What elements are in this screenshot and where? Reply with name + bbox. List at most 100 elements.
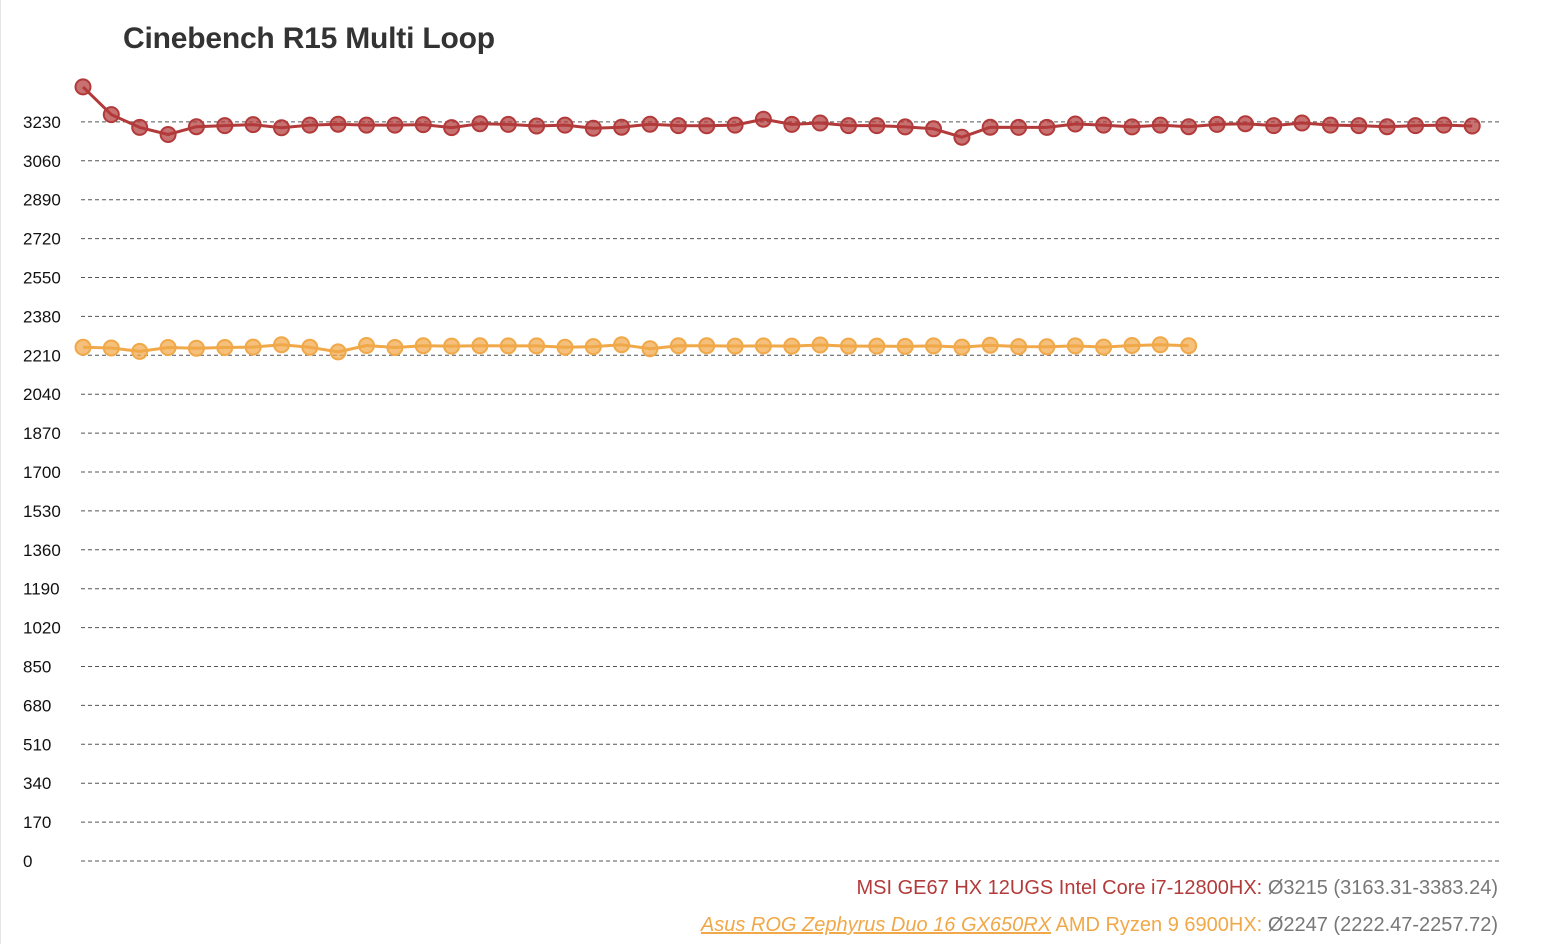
y-axis-ticks: 0 170 340 510 680 850 1020 1190 1360 1530 1700 1870… bbox=[23, 113, 61, 871]
y-tick-label-2890: 2890 bbox=[23, 191, 61, 210]
data-point-s0-17 bbox=[556, 116, 574, 134]
data-point-s1-30 bbox=[925, 337, 942, 355]
data-point-s1-39 bbox=[1180, 337, 1198, 355]
data-point-s1-10 bbox=[358, 337, 375, 354]
data-point-s1-3 bbox=[159, 339, 177, 356]
data-point-s0-22 bbox=[698, 117, 716, 135]
series-line-0 bbox=[81, 85, 1473, 139]
data-point-s0-15 bbox=[499, 115, 517, 133]
y-tick-label-3060: 3060 bbox=[23, 152, 61, 171]
legend-series-name-msi: MSI GE67 HX 12UGS Intel Core i7-12800HX: bbox=[856, 877, 1263, 899]
data-point-s1-28 bbox=[868, 337, 886, 355]
data-point-s1-38 bbox=[1151, 336, 1169, 354]
data-point-s1-34 bbox=[1038, 338, 1056, 356]
y-tick-label-1020: 1020 bbox=[23, 619, 61, 638]
chart-title: Cinebench R15 Multi Loop bbox=[123, 22, 495, 55]
data-point-s0-11 bbox=[386, 116, 404, 134]
data-point-s0-7 bbox=[273, 119, 290, 137]
data-point-s1-4 bbox=[187, 339, 205, 357]
data-point-s1-19 bbox=[613, 336, 631, 354]
data-point-s1-17 bbox=[556, 338, 574, 356]
data-point-s0-30 bbox=[925, 120, 942, 138]
data-point-s0-40 bbox=[1208, 115, 1226, 133]
y-tick-label-170: 170 bbox=[23, 813, 51, 832]
data-point-s0-41 bbox=[1236, 115, 1254, 133]
data-point-s1-13 bbox=[443, 337, 461, 355]
data-point-s0-47 bbox=[1407, 117, 1424, 135]
data-point-s0-44 bbox=[1321, 116, 1339, 134]
y-tick-label-850: 850 bbox=[23, 658, 51, 677]
series-layer bbox=[74, 78, 1481, 361]
series-line-1 bbox=[82, 343, 1189, 354]
data-point-s1-32 bbox=[981, 336, 999, 354]
data-point-s0-46 bbox=[1378, 118, 1396, 136]
data-point-s1-8 bbox=[301, 338, 319, 356]
data-point-s0-6 bbox=[244, 116, 262, 134]
data-point-s1-23 bbox=[726, 337, 744, 355]
data-point-s0-18 bbox=[584, 119, 602, 137]
data-point-s0-36 bbox=[1095, 116, 1113, 134]
data-point-s0-45 bbox=[1350, 117, 1368, 135]
y-tick-label-2040: 2040 bbox=[23, 385, 61, 404]
data-point-s1-37 bbox=[1123, 337, 1141, 354]
data-point-s1-11 bbox=[386, 339, 404, 356]
y-tick-label-1530: 1530 bbox=[23, 502, 61, 521]
data-point-s0-14 bbox=[471, 115, 489, 133]
grid-lines bbox=[81, 121, 1499, 862]
data-point-s0-8 bbox=[301, 116, 319, 134]
data-point-s1-5 bbox=[216, 339, 234, 356]
data-point-s1-22 bbox=[698, 337, 716, 355]
data-point-s0-42 bbox=[1265, 117, 1283, 135]
data-point-s0-0 bbox=[74, 78, 92, 96]
data-point-s0-29 bbox=[896, 118, 914, 136]
y-tick-label-1870: 1870 bbox=[23, 424, 61, 443]
data-point-s0-1 bbox=[102, 106, 120, 124]
data-point-s1-27 bbox=[840, 337, 857, 355]
y-tick-label-1190: 1190 bbox=[23, 580, 60, 599]
data-point-s0-35 bbox=[1066, 115, 1084, 133]
data-point-s0-20 bbox=[641, 115, 659, 133]
y-tick-label-3230: 3230 bbox=[23, 113, 61, 132]
data-point-s0-48 bbox=[1435, 116, 1453, 134]
data-point-s0-13 bbox=[443, 119, 461, 137]
data-point-s1-36 bbox=[1095, 338, 1113, 356]
data-point-s1-7 bbox=[273, 336, 290, 354]
data-point-s0-21 bbox=[669, 117, 687, 135]
data-point-s0-5 bbox=[216, 117, 234, 135]
y-tick-label-1700: 1700 bbox=[23, 463, 61, 482]
data-point-s0-3 bbox=[159, 126, 177, 143]
data-point-s1-21 bbox=[669, 337, 687, 355]
data-point-s1-24 bbox=[754, 337, 772, 355]
data-point-s0-4 bbox=[187, 118, 205, 136]
data-point-s0-16 bbox=[528, 117, 546, 135]
y-tick-label-2210: 2210 bbox=[23, 346, 61, 365]
data-point-s0-12 bbox=[414, 116, 432, 134]
y-tick-label-2380: 2380 bbox=[23, 307, 61, 326]
data-point-s0-10 bbox=[358, 116, 375, 134]
legend-series-link-asus[interactable]: Asus ROG Zephyrus Duo 16 GX650RX bbox=[700, 914, 1052, 936]
data-point-s1-2 bbox=[131, 342, 149, 360]
legend-entry-msi: MSI GE67 HX 12UGS Intel Core i7-12800HX:… bbox=[857, 877, 1499, 900]
data-point-s1-0 bbox=[74, 338, 92, 356]
data-point-s1-31 bbox=[953, 338, 971, 356]
data-point-s1-12 bbox=[414, 337, 432, 355]
data-point-s0-31 bbox=[953, 128, 971, 146]
data-point-s0-49 bbox=[1463, 117, 1481, 135]
data-point-s1-35 bbox=[1066, 337, 1084, 355]
data-point-s1-29 bbox=[896, 337, 914, 355]
data-point-s0-28 bbox=[868, 117, 886, 135]
data-point-s1-16 bbox=[528, 337, 546, 355]
data-point-s1-25 bbox=[783, 337, 801, 355]
data-point-s0-9 bbox=[329, 115, 347, 133]
y-tick-label-510: 510 bbox=[23, 735, 51, 754]
legend-series-cpu-asus: AMD Ryzen 9 6900HX: bbox=[1055, 914, 1263, 936]
data-point-s0-23 bbox=[726, 116, 744, 134]
data-point-s1-14 bbox=[471, 337, 489, 355]
data-point-s0-25 bbox=[783, 115, 801, 133]
y-tick-label-2720: 2720 bbox=[23, 230, 61, 249]
series-0 bbox=[74, 78, 1481, 146]
data-point-s1-33 bbox=[1010, 338, 1028, 356]
data-point-s1-26 bbox=[811, 336, 829, 354]
